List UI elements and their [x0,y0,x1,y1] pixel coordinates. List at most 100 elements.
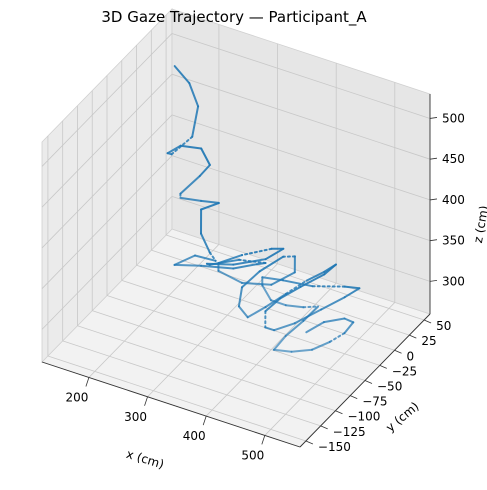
x-axis-line [41,361,301,448]
y-tick-label: −75 [362,395,387,409]
trajectory-segment [264,297,282,313]
trajectory-segment [246,306,267,319]
y-tick-mark [379,365,387,369]
trajectory-segment [305,321,325,334]
trajectory-segment [188,82,200,108]
trajectory-segment [284,304,305,309]
trajectory-segment [200,264,235,270]
trajectory-segment [302,305,320,322]
trajectory-segment [217,254,243,265]
z-gridline-wall-b [41,33,173,167]
x-tick-label: 400 [183,429,206,443]
y-tick-mark [350,395,358,399]
z-gridline-wall-b [41,114,173,249]
trajectory-segment [241,270,261,289]
trajectory-segment [237,286,243,308]
x-tick-label: 300 [124,410,147,424]
trajectory-segment [200,147,211,166]
z-gridline-wall-a [171,114,431,201]
x-tick-mark [85,377,90,387]
trajectory-segment [200,202,220,211]
trajectory-segment [179,196,202,202]
x-axis-label: x (cm) [125,447,166,472]
trajectory-segment [241,247,273,257]
trajectory-segment [238,258,267,264]
trajectory-segment [272,348,293,353]
trajectory-segment [273,322,296,332]
y-gridline-floor [121,280,380,366]
z-gridline-wall-a [171,33,431,119]
trajectory-segment [237,305,249,319]
trajectory-segment [270,299,287,307]
trajectory-segment [272,335,287,351]
trajectory-segment [170,135,194,156]
z-gridline-wall-a [171,155,431,242]
y-gridline-floor [151,249,410,336]
trajectory-segment [328,332,346,343]
x-tick-mark [202,415,207,426]
y-tick-label: −50 [377,380,402,394]
trajectory-segment [284,319,305,337]
y-gridline-floor [106,295,366,381]
trajectory-segment [173,263,202,267]
trajectory-segment [343,321,355,335]
trajectory-segment [322,317,346,324]
trajectory-segment [311,340,331,351]
trajectory-segment [285,279,308,295]
trajectory-segment [261,284,272,302]
x-tick-label: 500 [241,448,264,462]
trajectory-segment [343,285,361,290]
x-tick-mark [144,396,148,406]
trajectory-segment [279,285,302,300]
y-tick-mark [335,410,343,415]
y-tick-label: −125 [333,425,366,439]
y-tick-label: 50 [436,319,451,333]
y-tick-mark [320,425,328,430]
z-tick-label: 400 [442,193,465,207]
z-tick-mark [429,157,438,160]
trajectory-segment [194,254,217,262]
trajectory-segment [179,175,201,195]
z-tick-label: 500 [442,111,465,125]
z-tick-mark [429,280,438,282]
trajectory-segment [208,251,217,262]
z-gridline-wall-a [171,73,431,160]
z-tick-mark [429,117,438,119]
trajectory-segment [305,270,326,282]
chart-title: 3D Gaze Trajectory — Participant_A [101,8,367,27]
y-tick-label: 0 [407,349,415,363]
x-tick-label: 200 [65,390,88,404]
trajectory-segment [173,254,196,266]
trajectory-segment [205,262,235,266]
z-gridline-wall-b [41,155,173,289]
trajectory-segment [232,258,267,266]
trajectory-segment [200,199,220,204]
y-tick-mark [423,319,432,324]
trajectory-segment [323,263,337,276]
z-gridline-wall-b [41,196,173,330]
z-gridline-wall-a [171,196,431,282]
y-tick-label: −100 [347,410,380,424]
trajectory-segment [282,279,314,288]
y-gridline-floor [92,310,351,396]
trajectory-segment [302,305,320,309]
trajectory-segment [258,255,285,273]
gaze-trajectory [166,65,361,353]
z-tick-mark [429,198,438,201]
trajectory-segment [179,144,203,150]
z-tick-label: 350 [442,234,465,248]
trajectory-segment [290,348,314,353]
y-tick-mark [409,334,417,339]
y-tick-label: 25 [421,334,436,348]
z-tick-label: 300 [442,274,465,288]
trajectory-segment [191,105,200,138]
y-gridline-floor [47,355,307,442]
trajectory-segment [264,247,285,261]
y-axis-label: y (cm) [383,399,422,435]
trajectory-segment [217,269,243,284]
trajectory-segment [200,232,211,254]
trajectory-segment [320,296,346,311]
z-axis-label: z (cm) [471,204,487,244]
